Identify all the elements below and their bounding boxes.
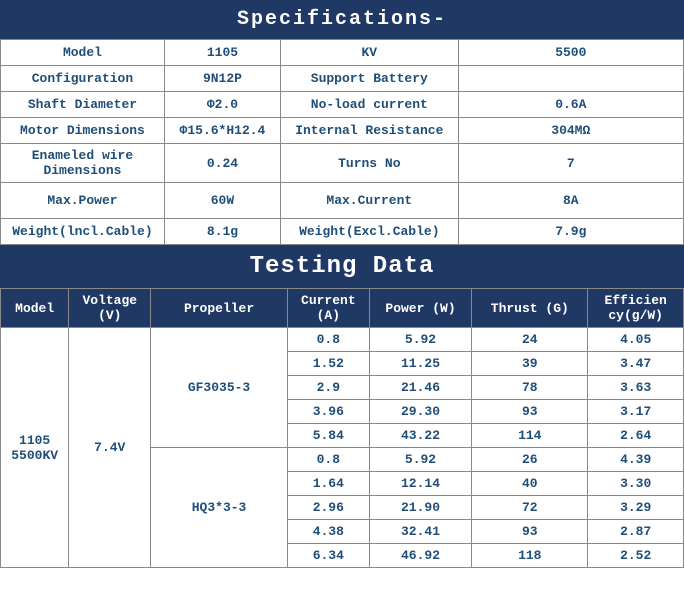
test-cell: 5.84 — [287, 424, 369, 448]
test-cell: 32.41 — [369, 520, 471, 544]
spec-cell: 0.24 — [164, 144, 280, 183]
col-voltage: Voltage (V) — [69, 289, 151, 328]
spec-cell: 60W — [164, 183, 280, 219]
spec-row: Shaft DiameterΦ2.0No-load current0.6A — [1, 92, 684, 118]
test-cell: 24 — [472, 328, 588, 352]
spec-cell: Max.Power — [1, 183, 165, 219]
spec-cell: 0.6A — [458, 92, 683, 118]
testing-title: Testing Data — [0, 245, 684, 288]
spec-cell: Φ15.6*H12.4 — [164, 118, 280, 144]
test-cell: 12.14 — [369, 472, 471, 496]
spec-cell: 8A — [458, 183, 683, 219]
spec-row: Motor DimensionsΦ15.6*H12.4Internal Resi… — [1, 118, 684, 144]
spec-cell: Internal Resistance — [281, 118, 459, 144]
test-cell: 43.22 — [369, 424, 471, 448]
test-cell: 6.34 — [287, 544, 369, 568]
test-cell: 11.25 — [369, 352, 471, 376]
spec-cell: 9N12P — [164, 66, 280, 92]
test-cell: 3.63 — [588, 376, 684, 400]
test-cell: 78 — [472, 376, 588, 400]
specifications-title: Specifications- — [0, 0, 684, 39]
spec-cell — [458, 66, 683, 92]
test-cell: 29.30 — [369, 400, 471, 424]
spec-cell: 5500 — [458, 40, 683, 66]
test-cell: 3.47 — [588, 352, 684, 376]
test-voltage-cell: 7.4V — [69, 328, 151, 568]
test-propeller-cell: HQ3*3-3 — [151, 448, 288, 568]
spec-cell: 304MΩ — [458, 118, 683, 144]
col-efficiency: Efficien cy(g/W) — [588, 289, 684, 328]
spec-cell: Motor Dimensions — [1, 118, 165, 144]
test-cell: 21.46 — [369, 376, 471, 400]
test-cell: 2.87 — [588, 520, 684, 544]
spec-cell: Weight(Excl.Cable) — [281, 219, 459, 245]
testing-header-row: Model Voltage (V) Propeller Current (A) … — [1, 289, 684, 328]
col-thrust: Thrust (G) — [472, 289, 588, 328]
spec-row: Weight(lncl.Cable)8.1gWeight(Excl.Cable)… — [1, 219, 684, 245]
spec-row: Max.Power60WMax.Current8A — [1, 183, 684, 219]
test-cell: 3.17 — [588, 400, 684, 424]
spec-cell: Φ2.0 — [164, 92, 280, 118]
test-cell: 3.29 — [588, 496, 684, 520]
col-current: Current (A) — [287, 289, 369, 328]
test-cell: 118 — [472, 544, 588, 568]
test-cell: 2.52 — [588, 544, 684, 568]
test-cell: 0.8 — [287, 328, 369, 352]
spec-cell: Configuration — [1, 66, 165, 92]
test-row: 1105 5500KV7.4VGF3035-30.85.92244.05 — [1, 328, 684, 352]
test-cell: 3.96 — [287, 400, 369, 424]
col-power: Power (W) — [369, 289, 471, 328]
spec-cell: No-load current — [281, 92, 459, 118]
test-cell: 2.96 — [287, 496, 369, 520]
test-cell: 39 — [472, 352, 588, 376]
test-cell: 114 — [472, 424, 588, 448]
spec-row: Configuration9N12PSupport Battery — [1, 66, 684, 92]
spec-cell: 8.1g — [164, 219, 280, 245]
test-cell: 1.52 — [287, 352, 369, 376]
test-cell: 46.92 — [369, 544, 471, 568]
spec-cell: KV — [281, 40, 459, 66]
test-cell: 4.39 — [588, 448, 684, 472]
test-cell: 1.64 — [287, 472, 369, 496]
spec-cell: Support Battery — [281, 66, 459, 92]
test-cell: 2.64 — [588, 424, 684, 448]
col-model: Model — [1, 289, 69, 328]
specifications-table: Model1105KV5500Configuration9N12PSupport… — [0, 39, 684, 245]
test-cell: 21.90 — [369, 496, 471, 520]
col-propeller: Propeller — [151, 289, 288, 328]
test-model-cell: 1105 5500KV — [1, 328, 69, 568]
test-cell: 0.8 — [287, 448, 369, 472]
spec-cell: 7 — [458, 144, 683, 183]
test-cell: 4.38 — [287, 520, 369, 544]
test-cell: 93 — [472, 400, 588, 424]
test-cell: 93 — [472, 520, 588, 544]
test-propeller-cell: GF3035-3 — [151, 328, 288, 448]
spec-row: Enameled wire Dimensions0.24Turns No7 — [1, 144, 684, 183]
test-cell: 5.92 — [369, 448, 471, 472]
spec-cell: Enameled wire Dimensions — [1, 144, 165, 183]
spec-cell: Max.Current — [281, 183, 459, 219]
spec-cell: Shaft Diameter — [1, 92, 165, 118]
testing-table: Model Voltage (V) Propeller Current (A) … — [0, 288, 684, 568]
test-cell: 72 — [472, 496, 588, 520]
test-cell: 40 — [472, 472, 588, 496]
spec-row: Model1105KV5500 — [1, 40, 684, 66]
test-cell: 4.05 — [588, 328, 684, 352]
test-cell: 5.92 — [369, 328, 471, 352]
spec-cell: Weight(lncl.Cable) — [1, 219, 165, 245]
spec-cell: Model — [1, 40, 165, 66]
test-cell: 2.9 — [287, 376, 369, 400]
test-cell: 26 — [472, 448, 588, 472]
test-cell: 3.30 — [588, 472, 684, 496]
spec-cell: 1105 — [164, 40, 280, 66]
spec-cell: Turns No — [281, 144, 459, 183]
spec-cell: 7.9g — [458, 219, 683, 245]
